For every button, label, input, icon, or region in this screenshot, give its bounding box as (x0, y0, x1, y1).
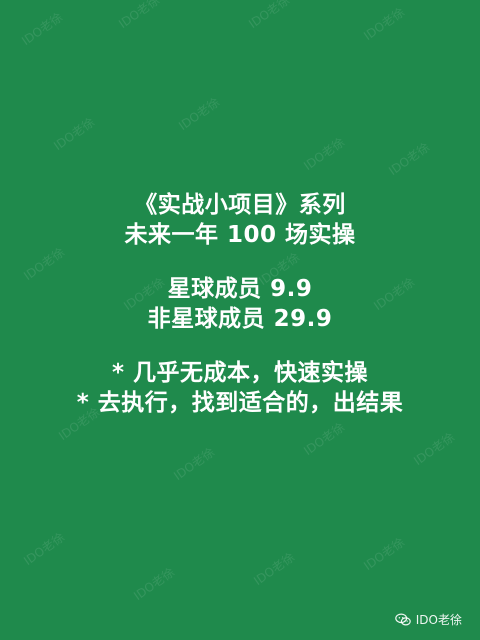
watermark-text: IDO老徐 (21, 530, 68, 569)
non-member-price: 非星球成员 29.9 (147, 306, 333, 332)
member-price: 星球成员 9.9 (167, 276, 313, 302)
source-label: IDO老徐 (415, 613, 462, 627)
spacer (0, 334, 480, 358)
headline-series: 《实战小项目》系列 (134, 192, 346, 218)
spacer (0, 250, 480, 274)
watermark-text: IDO老徐 (251, 550, 298, 589)
watermark-text: IDO老徐 (361, 535, 408, 574)
watermark-text: IDO老徐 (131, 565, 178, 604)
watermark-text: IDO老徐 (411, 430, 458, 469)
watermark-text: IDO老徐 (51, 115, 98, 154)
wechat-icon (394, 612, 411, 628)
watermark-text: IDO老徐 (116, 0, 163, 32)
watermark-text: IDO老徐 (301, 135, 348, 174)
watermark-text: IDO老徐 (301, 420, 348, 459)
watermark-text: IDO老徐 (171, 445, 218, 484)
benefit-2: * 去执行，找到适合的，出结果 (76, 390, 404, 416)
watermark-text: IDO老徐 (19, 10, 66, 49)
watermark-text: IDO老徐 (176, 95, 223, 134)
main-copy: 《实战小项目》系列 未来一年 100 场实操 星球成员 9.9 非星球成员 29… (0, 190, 480, 418)
benefit-1: * 几乎无成本，快速实操 (111, 360, 369, 386)
watermark-text: IDO老徐 (386, 140, 433, 179)
source-tag: IDO老徐 (394, 611, 462, 628)
watermark-text: IDO老徐 (361, 5, 408, 44)
watermark-text: IDO老徐 (246, 0, 293, 32)
headline-schedule: 未来一年 100 场实操 (124, 222, 356, 248)
